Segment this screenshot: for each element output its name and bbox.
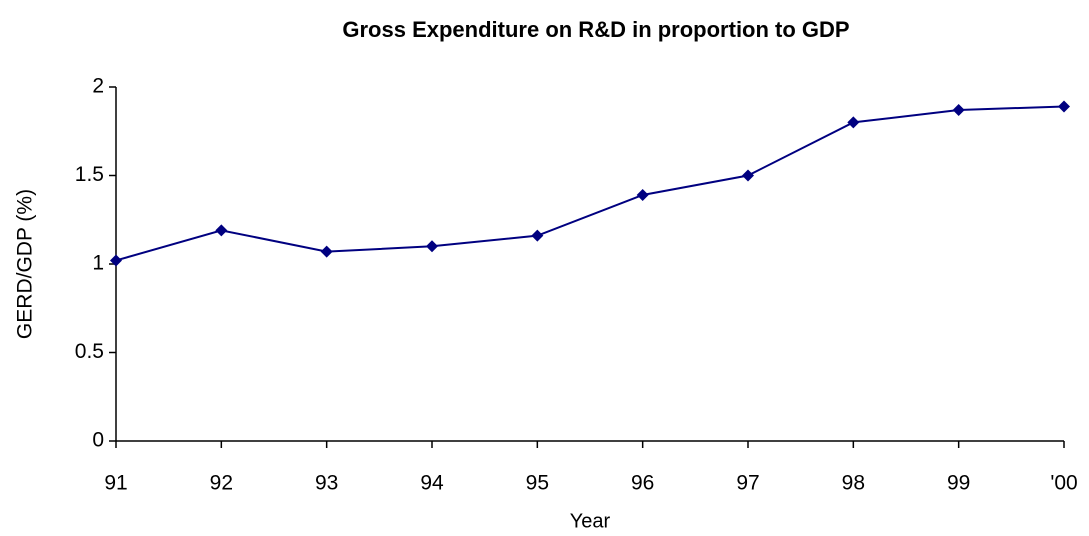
x-tick-label: 96: [631, 472, 654, 495]
chart-title: Gross Expenditure on R&D in proportion t…: [342, 17, 849, 42]
x-tick-label: 91: [104, 472, 127, 495]
y-tick-label: 1.5: [75, 163, 104, 186]
line: [115, 105, 1065, 262]
marker: [320, 245, 333, 258]
marker: [531, 229, 544, 242]
marker: [1058, 100, 1070, 113]
x-tick-label: 99: [947, 472, 970, 495]
x-tick-label: 94: [420, 472, 444, 495]
x-axis-label: Year: [570, 510, 611, 532]
x-tick-label: 97: [736, 472, 759, 495]
y-tick-label: 0.5: [75, 340, 104, 363]
marker: [742, 169, 754, 182]
marker: [952, 104, 965, 117]
x-tick-label: '00: [1050, 472, 1077, 495]
x-tick-label: 93: [315, 472, 338, 495]
x-tick-label: 95: [526, 472, 549, 495]
x-tick-label: 98: [842, 472, 865, 495]
marker: [847, 116, 860, 129]
marker: [636, 188, 649, 201]
marker: [426, 240, 438, 253]
y-axis-label: GERD/GDP (%): [14, 189, 37, 339]
y-tick-label: 1: [92, 252, 104, 275]
marker: [215, 224, 228, 237]
x-tick-label: 92: [210, 472, 233, 495]
marker: [110, 254, 122, 267]
y-tick-label: 2: [92, 75, 104, 98]
y-tick-label: 0: [92, 429, 104, 452]
